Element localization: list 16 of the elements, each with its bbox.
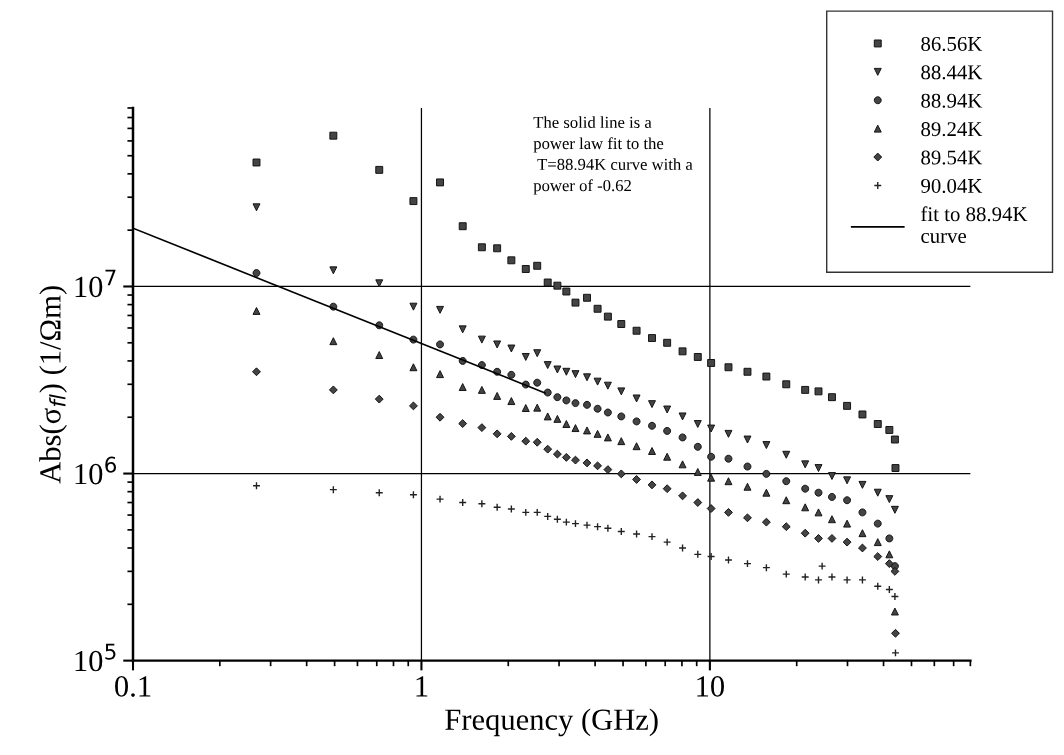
y-tick-label: 10$^{7}$	[75, 269, 116, 298]
legend-label: 88.94K	[921, 93, 983, 108]
x-axis-title: Frequency (GHz)	[445, 708, 658, 737]
legend-label: 90.04K	[921, 178, 983, 194]
x-tick-label: 1	[416, 676, 428, 697]
x-tick-label: 0.1	[115, 676, 151, 697]
y-tick-label: 10$^{6}$	[75, 456, 116, 485]
annotation: The solid line is a power law fit to the T=88.94K curve with a power of -0.62	[533, 116, 693, 195]
x-tick-label: 10	[697, 676, 724, 697]
legend-label: 86.56K	[921, 36, 983, 52]
y-tick-label: 10$^{5}$	[75, 643, 116, 672]
y-axis-title: Abs(σ$_{fl}$) (1/Ωm)	[39, 286, 67, 484]
legend-label: 88.44K	[921, 65, 983, 80]
legend-label: fit to 88.94K curve	[921, 206, 1028, 243]
legend-label: 89.24K	[921, 122, 983, 137]
legend-label: 89.54K	[921, 150, 983, 165]
